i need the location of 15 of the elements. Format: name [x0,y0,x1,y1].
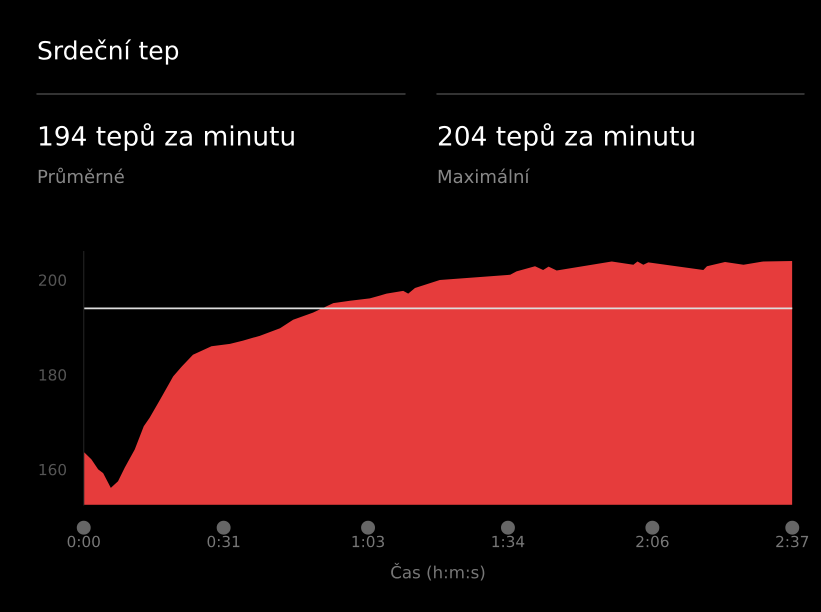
text: Maximální [438,168,530,184]
x-tick-label: 0:00 [68,536,100,548]
x-tick-label: 2:37 [776,536,808,548]
x-tick-label: 1:03 [352,536,384,548]
text: Průměrné [38,168,124,184]
y-tick-label: 160 [40,464,66,476]
y-tick-label: 180 [40,369,66,381]
x-axis-title: Čas (h:m:s) [391,562,484,580]
text: 194 tepů za minutu [40,123,294,151]
x-tick-label: 2:06 [636,536,669,548]
text: 204 tepů za minutu [438,123,694,151]
y-tick-label: 200 [39,274,66,286]
x-tick-label: 0:31 [207,536,240,548]
x-tick-label: 1:34 [492,536,524,548]
chart-title: Srdeční tep [38,39,178,65]
